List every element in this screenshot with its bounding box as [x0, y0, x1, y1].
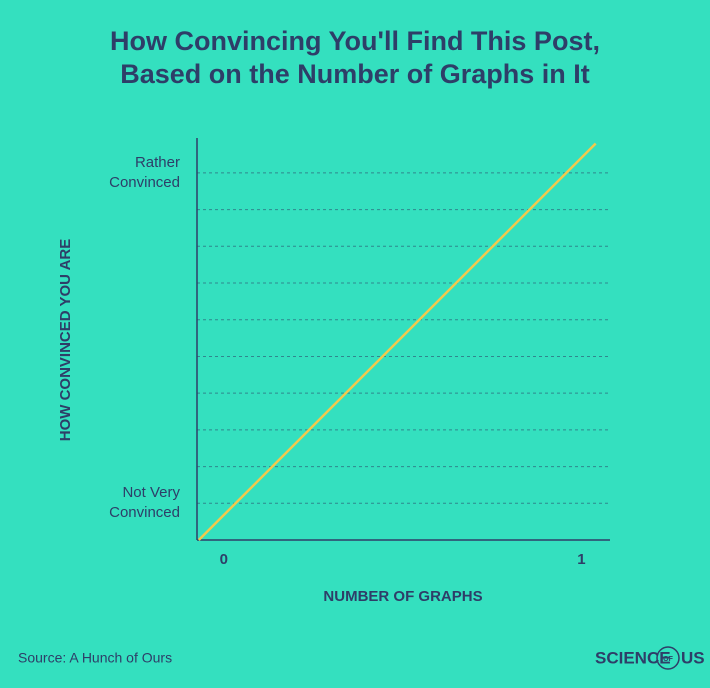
source: Source: A Hunch of Ours — [18, 650, 172, 666]
x-axis-label: NUMBER OF GRAPHS — [323, 588, 482, 605]
chart-title: How Convincing You'll Find This Post, — [110, 26, 600, 56]
logo-circle — [656, 646, 680, 670]
x-tick-label: 0 — [220, 551, 228, 568]
chart-title: Based on the Number of Graphs in It — [120, 59, 590, 89]
x-tick-label: 1 — [577, 551, 585, 568]
y-axis-label: HOW CONVINCED YOU ARE — [57, 239, 74, 442]
y-tick-label: Rather Convinced — [109, 153, 180, 191]
logo-text: OF — [663, 656, 673, 663]
line — [197, 142, 597, 541]
logo-text: SCIENCE — [595, 648, 671, 667]
y-tick-label: Not Very Convinced — [109, 484, 180, 522]
logo-text: US — [681, 648, 705, 667]
